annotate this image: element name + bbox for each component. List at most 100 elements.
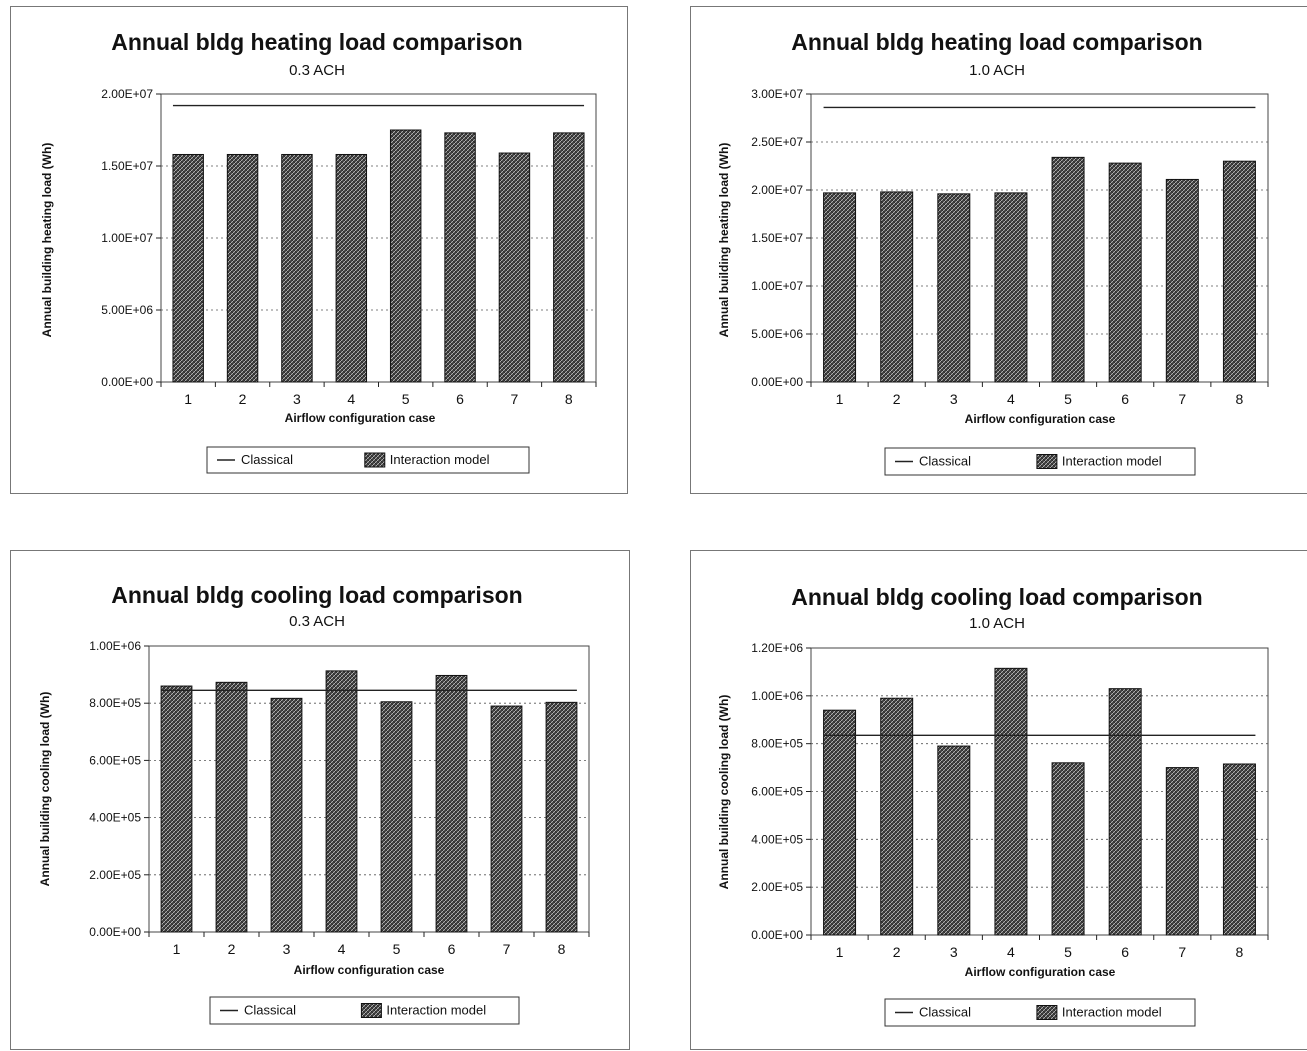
- bar: [325, 670, 358, 933]
- y-tick-label: 1.50E+07: [101, 159, 153, 173]
- bar: [226, 153, 259, 383]
- y-axis-label: Annual building cooling load (Wh): [717, 695, 731, 890]
- x-axis-label: Airflow configuration case: [965, 965, 1116, 979]
- y-tick-label: 2.00E+05: [751, 880, 803, 894]
- x-tick-label: 1: [836, 944, 844, 960]
- x-tick-label: 1: [836, 391, 844, 407]
- x-tick-label: 8: [1236, 391, 1244, 407]
- legend-label-classical: Classical: [241, 452, 293, 467]
- legend: Classical Interaction model: [884, 998, 1196, 1027]
- x-tick-label: 5: [1064, 944, 1072, 960]
- x-tick-label: 4: [1007, 944, 1015, 960]
- chart-title: Annual bldg cooling load comparison: [791, 584, 1202, 610]
- x-tick-label: 4: [1007, 391, 1015, 407]
- y-tick-label: 0.00E+00: [101, 375, 153, 389]
- x-tick-label: 1: [184, 391, 192, 407]
- bar: [1165, 767, 1199, 936]
- bar: [389, 129, 422, 383]
- chart-svg: Annual bldg heating load comparison 0.3 A…: [40, 29, 597, 474]
- y-axis-label: Annual building heating load (Wh): [40, 143, 54, 338]
- y-tick-label: 5.00E+06: [101, 303, 153, 317]
- x-tick-label: 3: [950, 944, 958, 960]
- chart-subtitle: 1.0 ACH: [969, 615, 1025, 632]
- chart-subtitle: 0.3 ACH: [289, 613, 345, 630]
- chart-panel-cooling-0-3: Annual bldg cooling load comparison 0.3 A…: [10, 550, 630, 1050]
- bar: [937, 193, 971, 383]
- legend-label-classical: Classical: [919, 1005, 971, 1020]
- bar: [1108, 162, 1142, 383]
- bar: [160, 685, 193, 933]
- y-tick-label: 2.00E+07: [101, 87, 153, 101]
- y-tick-label: 8.00E+05: [751, 737, 803, 751]
- bar: [823, 192, 857, 383]
- y-tick-label: 1.00E+07: [751, 279, 803, 293]
- legend-label-classical: Classical: [919, 454, 971, 469]
- y-tick-label: 1.00E+06: [89, 639, 141, 653]
- y-tick-label: 2.50E+07: [751, 135, 803, 149]
- chart-title: Annual bldg cooling load comparison: [111, 582, 522, 608]
- x-tick-label: 7: [1178, 944, 1186, 960]
- y-tick-label: 4.00E+05: [89, 811, 141, 825]
- y-axis-label: Annual building cooling load (Wh): [38, 692, 52, 887]
- plot-area: [148, 645, 590, 933]
- legend-label-interaction: Interaction model: [386, 1003, 486, 1018]
- chart-title: Annual bldg heating load comparison: [111, 29, 522, 55]
- x-tick-label: 3: [293, 391, 301, 407]
- legend-swatch-interaction: [360, 1003, 382, 1018]
- bar: [281, 153, 313, 383]
- chart-subtitle: 1.0 ACH: [969, 62, 1025, 79]
- x-tick-label: 8: [558, 941, 566, 957]
- plot-area: [810, 93, 1269, 383]
- x-tick-label: 2: [893, 944, 901, 960]
- y-tick-label: 8.00E+05: [89, 696, 141, 710]
- bar: [498, 152, 531, 383]
- y-axis-label: Annual building heating load (Wh): [717, 143, 731, 338]
- bar: [545, 701, 578, 933]
- x-tick-label: 5: [402, 391, 410, 407]
- legend-swatch-interaction: [1036, 454, 1058, 469]
- bar: [1108, 688, 1142, 936]
- bar: [270, 697, 303, 933]
- legend-box: [209, 996, 520, 1025]
- x-tick-label: 4: [347, 391, 355, 407]
- bar: [1165, 178, 1199, 383]
- bar: [435, 674, 468, 933]
- bar: [490, 705, 523, 933]
- bar: [1051, 762, 1085, 936]
- legend-swatch-interaction: [364, 452, 386, 468]
- y-tick-label: 4.00E+05: [751, 832, 803, 846]
- x-tick-label: 2: [893, 391, 901, 407]
- x-tick-label: 6: [1121, 391, 1129, 407]
- x-tick-label: 2: [239, 391, 247, 407]
- y-tick-label: 1.00E+06: [751, 689, 803, 703]
- bar: [1222, 160, 1256, 383]
- bar: [1222, 763, 1256, 936]
- legend: Classical Interaction model: [209, 996, 520, 1025]
- chart-panel-cooling-1-0: Annual bldg cooling load comparison 1.0 A…: [690, 550, 1307, 1050]
- legend-label-classical: Classical: [244, 1003, 296, 1018]
- x-tick-label: 7: [1178, 391, 1186, 407]
- chart-panel-heating-1-0: Annual bldg heating load comparison 1.0 A…: [690, 6, 1307, 494]
- x-tick-label: 5: [1064, 391, 1072, 407]
- bar: [444, 132, 476, 383]
- x-tick-label: 4: [338, 941, 346, 957]
- chart-svg: Annual bldg heating load comparison 1.0 A…: [717, 29, 1269, 476]
- chart-subtitle: 0.3 ACH: [289, 62, 345, 79]
- x-axis-label: Airflow configuration case: [285, 411, 436, 425]
- bar: [215, 681, 248, 933]
- y-tick-label: 5.00E+06: [751, 327, 803, 341]
- x-tick-label: 6: [456, 391, 464, 407]
- bar: [335, 153, 368, 383]
- y-tick-label: 0.00E+00: [751, 928, 803, 942]
- bar: [380, 701, 413, 933]
- y-tick-label: 3.00E+07: [751, 87, 803, 101]
- y-tick-label: 2.00E+05: [89, 868, 141, 882]
- x-tick-label: 7: [511, 391, 519, 407]
- x-tick-label: 8: [1236, 944, 1244, 960]
- legend-label-interaction: Interaction model: [1062, 1005, 1162, 1020]
- bar: [937, 745, 971, 936]
- chart-svg: Annual bldg cooling load comparison 1.0 A…: [717, 584, 1269, 1027]
- y-tick-label: 1.00E+07: [101, 231, 153, 245]
- y-tick-label: 6.00E+05: [89, 753, 141, 767]
- bar: [553, 132, 585, 383]
